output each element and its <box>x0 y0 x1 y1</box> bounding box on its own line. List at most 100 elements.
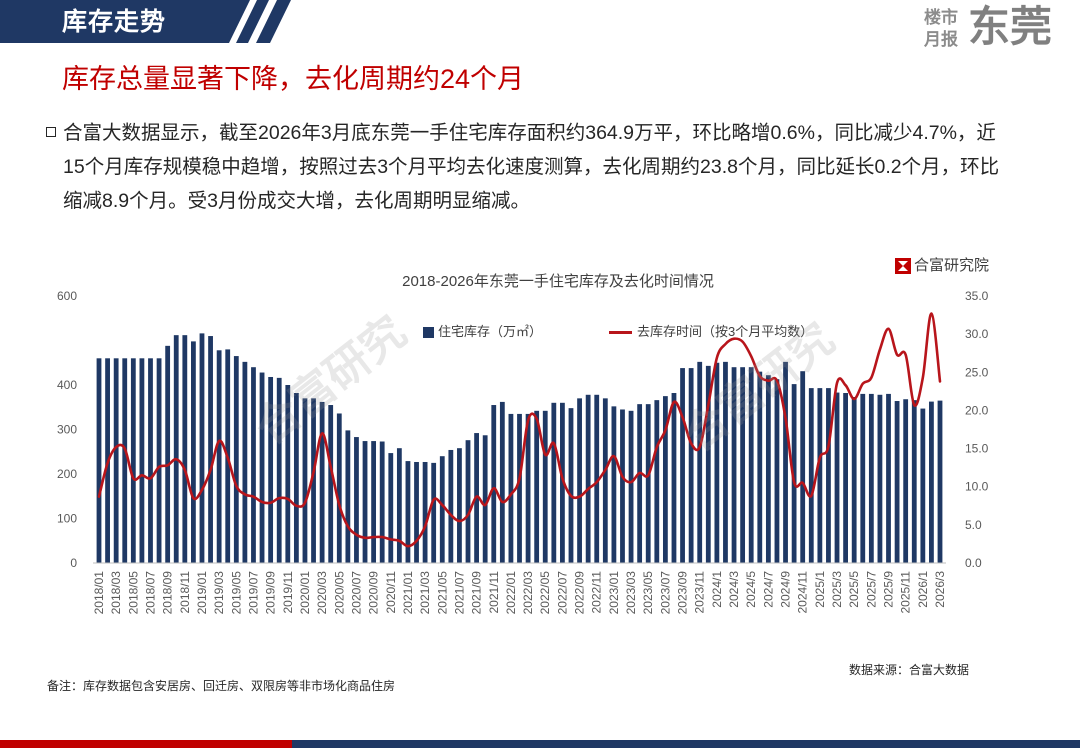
right-axis-tick-label: 15.0 <box>965 442 989 456</box>
inventory-bar <box>336 413 342 563</box>
x-axis-tick-label: 2023/03 <box>624 571 638 615</box>
inventory-bar <box>448 449 454 563</box>
x-axis-tick-label: 2020/11 <box>384 571 398 614</box>
x-axis-tick-label: 2021/01 <box>401 571 415 615</box>
right-axis-tick-label: 0.0 <box>965 556 982 570</box>
inventory-bar <box>96 358 102 563</box>
inventory-bar <box>268 376 274 563</box>
inventory-bar <box>662 396 668 564</box>
x-axis-tick-label: 2021/11 <box>487 571 501 614</box>
x-axis-tick-label: 2023/09 <box>676 571 690 615</box>
inventory-bar <box>774 379 780 563</box>
inventory-bar <box>860 393 866 563</box>
inventory-bar <box>705 365 711 563</box>
x-axis-tick-label: 2025/5 <box>847 571 861 608</box>
inventory-bar <box>311 398 316 563</box>
inventory-bar <box>422 461 428 563</box>
x-axis-tick-label: 2018/01 <box>92 571 106 615</box>
inventory-bar <box>808 388 814 563</box>
right-axis-ticks: 0.0 5.0 10.0 15.0 20.0 25.0 30.0 35.0 <box>965 289 989 570</box>
x-axis-tick-label: 2022/01 <box>504 571 518 615</box>
inventory-bar <box>233 356 239 563</box>
inventory-bar <box>834 392 840 563</box>
x-axis-tick-label: 2026/1 <box>916 571 930 608</box>
x-axis-tick-label: 2020/09 <box>367 571 381 615</box>
x-axis-tick-label: 2018/07 <box>143 571 157 615</box>
body-text-line: 缩减8.9个月。受3月份成交大增，去化周期明显缩减。 <box>63 190 530 212</box>
left-axis-tick-label: 100 <box>57 512 77 526</box>
x-axis-tick-label: 2025/7 <box>864 571 878 608</box>
inventory-bar <box>113 358 119 563</box>
x-axis-tick-label: 2018/03 <box>109 571 123 615</box>
inventory-bar <box>843 393 848 563</box>
left-axis-tick-label: 0 <box>70 556 77 570</box>
inventory-bar <box>508 413 514 563</box>
right-axis-tick-label: 30.0 <box>965 327 989 341</box>
inventory-bar <box>937 400 943 563</box>
x-axis-tick-label: 2024/7 <box>761 571 775 608</box>
x-axis-tick-label: 2019/09 <box>264 571 278 615</box>
chart-title: 2018-2026年东莞一手住宅库存及去化时间情况 <box>402 273 714 290</box>
inventory-bar <box>251 367 256 563</box>
inventory-bar <box>800 371 806 563</box>
inventory-bar <box>886 393 891 563</box>
x-axis-tick-label: 2025/11 <box>899 571 913 614</box>
x-axis-tick-label: 2025/1 <box>813 571 827 608</box>
right-axis-tick-label: 5.0 <box>965 518 982 532</box>
inventory-bar <box>697 361 703 563</box>
inventory-bar <box>911 400 917 563</box>
x-axis-tick-label: 2023/01 <box>607 571 621 615</box>
inventory-bar <box>439 456 445 563</box>
x-axis-tick-label: 2021/03 <box>418 571 432 615</box>
inventory-bar <box>611 406 617 563</box>
x-axis-tick-label: 2024/9 <box>779 571 793 608</box>
inventory-bar <box>602 398 608 563</box>
legend-bar-swatch <box>423 327 434 338</box>
inventory-bar <box>302 398 308 563</box>
line-series-turnover <box>97 312 942 548</box>
x-axis-tick-label: 2022/09 <box>573 571 587 615</box>
legend-line-swatch <box>609 331 632 334</box>
inventory-bar <box>688 368 694 563</box>
x-axis-tick-label: 2019/07 <box>246 571 260 615</box>
x-axis-tick-label: 2025/3 <box>830 571 844 608</box>
inventory-bar <box>362 441 368 563</box>
inventory-bar <box>396 448 402 563</box>
inventory-bar <box>765 375 771 563</box>
inventory-bar <box>826 388 831 563</box>
inventory-bar <box>139 358 145 563</box>
inventory-bar <box>929 401 934 563</box>
inventory-bar <box>182 335 188 563</box>
bullet-square-icon <box>46 127 56 137</box>
inventory-bar <box>276 377 282 563</box>
inventory-bar <box>499 401 505 563</box>
inventory-bar <box>242 361 248 563</box>
inventory-bar <box>731 367 737 563</box>
right-axis-tick-label: 25.0 <box>965 365 989 379</box>
left-axis-tick-label: 300 <box>57 423 77 437</box>
x-axis-tick-label: 2026/3 <box>933 571 947 608</box>
x-axis-tick-label: 2020/01 <box>298 571 312 615</box>
x-axis-tick-label: 2023/11 <box>693 571 707 614</box>
x-axis-tick-label: 2019/01 <box>195 571 209 615</box>
page-headline: 库存总量显著下降，去化周期约24个月 <box>62 64 525 94</box>
inventory-bar <box>894 401 900 563</box>
x-axis-tick-label: 2020/03 <box>315 571 329 615</box>
x-axis-tick-label: 2018/11 <box>178 571 192 614</box>
inventory-bar <box>457 448 462 563</box>
inventory-bar <box>783 361 788 563</box>
inventory-bar <box>851 397 857 563</box>
x-axis-ticks: 2018/01 2018/03 2018/05 2018/07 2018/09 2018/… <box>92 571 947 615</box>
header-stripe <box>236 0 269 43</box>
x-axis-tick-label: 2018/05 <box>126 571 140 615</box>
chart-plot: 0 100 200 300 400 600 0.0 5.0 10.0 15.0 20.0 25.0 3… <box>57 289 989 615</box>
inventory-bar <box>560 402 565 563</box>
inventory-bar <box>345 430 351 563</box>
left-axis-tick-label: 400 <box>57 378 77 392</box>
header-banner-block <box>0 0 250 43</box>
data-source-note: 数据来源：合富大数据 <box>849 663 970 677</box>
inventory-bar <box>534 410 540 563</box>
left-axis-tick-label: 600 <box>57 289 77 303</box>
inventory-bar <box>551 402 557 563</box>
inventory-bar <box>594 394 600 563</box>
